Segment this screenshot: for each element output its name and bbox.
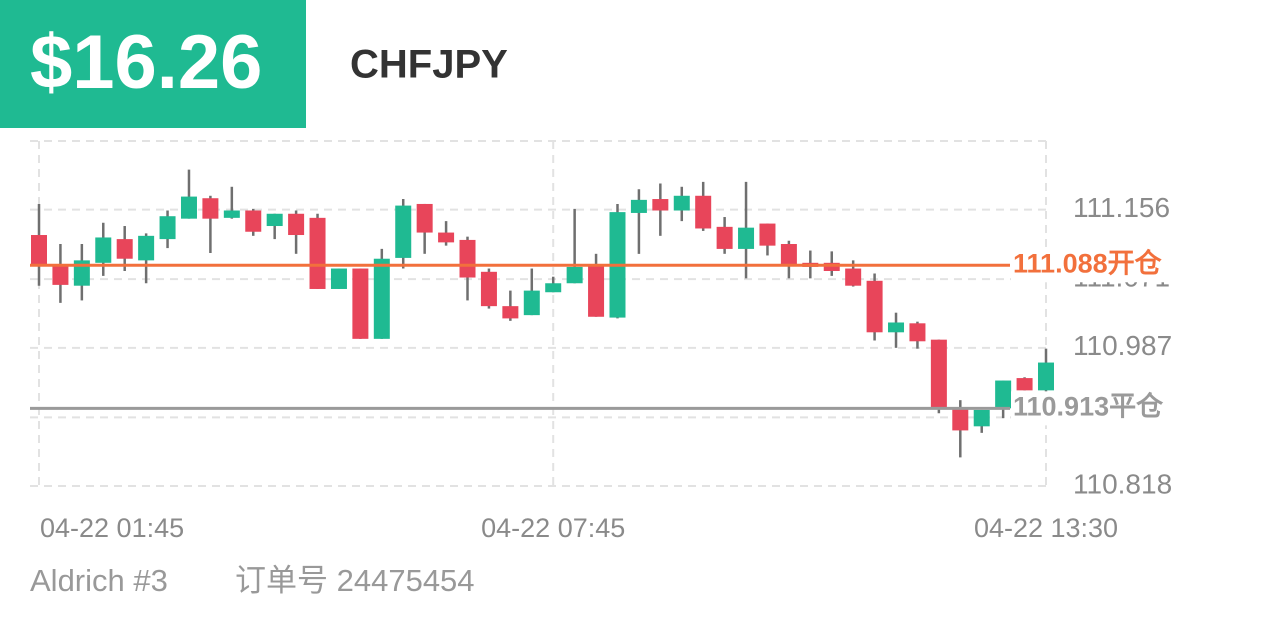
candle-body <box>330 268 347 289</box>
candle-body <box>523 290 540 316</box>
candle-body <box>1038 362 1054 391</box>
candle-body <box>309 217 326 289</box>
candle-body <box>545 283 562 293</box>
order-number: 订单号 24475454 <box>235 563 475 598</box>
candle-body <box>52 265 69 285</box>
candle-body <box>438 232 455 243</box>
candle-body <box>202 198 219 219</box>
candle-body <box>780 244 797 266</box>
candle-body <box>823 262 840 271</box>
candle-body <box>845 268 862 286</box>
candle-body <box>588 265 605 317</box>
candle-body <box>973 409 990 427</box>
candle-body <box>673 195 690 211</box>
candle-body <box>716 226 733 249</box>
candle-body <box>909 323 926 342</box>
candle-body <box>31 235 47 266</box>
candle-body <box>502 306 519 319</box>
x-tick-label: 04-22 13:30 <box>974 513 1118 543</box>
candle-body <box>566 266 583 284</box>
candle-body <box>930 339 947 409</box>
candle-body <box>395 205 412 258</box>
candle-body <box>888 322 905 333</box>
reference-label: 111.088开仓 <box>1013 248 1163 278</box>
candle-body <box>416 203 433 233</box>
candle-body <box>95 237 112 263</box>
candle-body <box>245 210 262 232</box>
candle-body <box>1016 378 1033 391</box>
chart: 110.818110.902110.987111.071111.15604-22… <box>30 141 1211 543</box>
candle-body <box>695 195 712 229</box>
candle-body <box>223 210 240 218</box>
candle-body <box>952 408 969 431</box>
candle-body <box>266 213 283 227</box>
reference-label: 110.913平仓 <box>1013 391 1164 421</box>
candle-body <box>352 268 369 339</box>
account: Aldrich #3 <box>30 563 168 598</box>
candle-body <box>866 280 883 333</box>
x-tick-label: 04-22 07:45 <box>481 513 625 543</box>
candle-body <box>116 239 133 259</box>
candle-body <box>995 380 1012 409</box>
candle-body <box>652 199 669 211</box>
candle-body <box>159 216 176 240</box>
reference-label-bg <box>1011 391 1211 426</box>
price-badge <box>0 0 306 128</box>
reference-label-bg <box>1011 248 1211 283</box>
y-tick-label: 110.987 <box>1073 330 1172 361</box>
candle-body <box>459 239 476 278</box>
candle-body <box>738 227 755 249</box>
symbol: CHFJPY <box>350 43 508 87</box>
candle-body <box>138 235 155 261</box>
price: $16.26 <box>30 20 262 105</box>
y-tick-label: 110.818 <box>1073 468 1172 499</box>
candle-body <box>180 196 197 219</box>
x-tick-label: 04-22 01:45 <box>40 513 184 543</box>
candle-body <box>373 258 390 339</box>
candle-body <box>480 271 497 307</box>
candle-body <box>288 213 305 236</box>
y-tick-label: 111.156 <box>1073 192 1170 223</box>
candle-body <box>759 223 776 246</box>
candle-body <box>630 199 647 213</box>
